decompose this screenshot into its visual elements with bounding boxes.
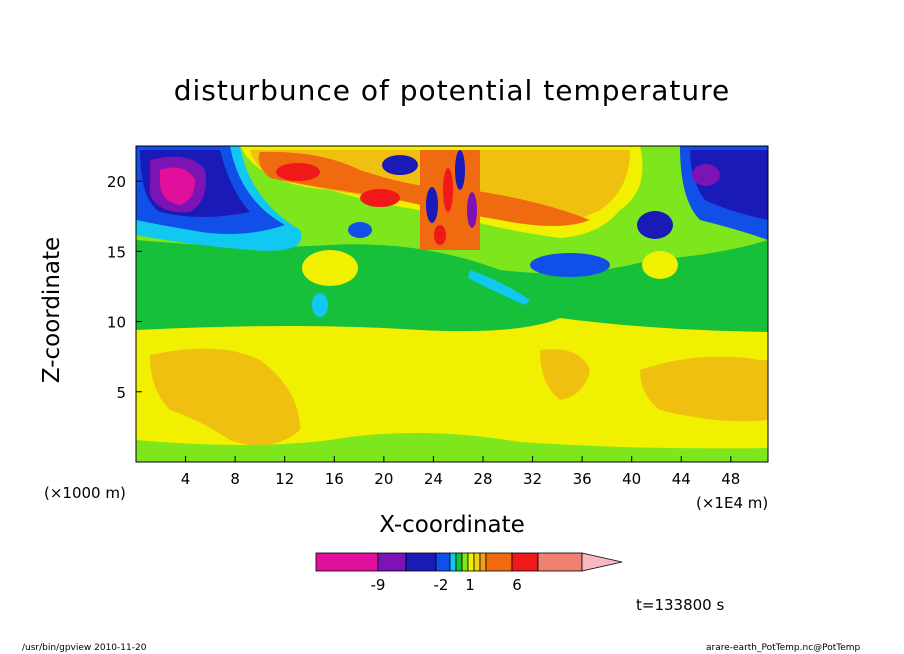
colorbar-arrow — [581, 552, 623, 572]
y-tick-label: 5 — [116, 384, 126, 402]
colorbar-swatch — [473, 552, 481, 572]
x-tick-label: 4 — [181, 470, 191, 488]
x-tick-label: 40 — [622, 470, 641, 488]
colorbar-tick-label: -2 — [434, 576, 449, 594]
field-turb-3 — [455, 150, 465, 190]
x-unit-left: (×1000 m) — [44, 484, 126, 502]
field-turb-5 — [434, 225, 446, 245]
colorbar-tick-label: 1 — [465, 576, 475, 594]
field-cyan-streak — [468, 270, 530, 305]
x-tick-label: 16 — [325, 470, 344, 488]
colorbar-swatch — [435, 552, 451, 572]
plot-area — [136, 146, 768, 462]
plot-frame — [135, 145, 769, 463]
field-orange-lower-right — [640, 356, 768, 422]
field-turb-4 — [467, 192, 477, 228]
x-tick-label: 44 — [672, 470, 691, 488]
field-purple-top-right — [692, 164, 720, 186]
y-tick-label: 15 — [107, 243, 126, 261]
x-tick-label: 12 — [275, 470, 294, 488]
x-tick-label: 48 — [721, 470, 740, 488]
colorbar: -9 -2 1 6 — [315, 552, 623, 594]
x-tick-label: 36 — [573, 470, 592, 488]
colorbar-swatch — [405, 552, 437, 572]
colorbar-swatch — [511, 552, 539, 572]
footer-left: /usr/bin/gpview 2010-11-20 — [22, 643, 147, 653]
colorbar-swatch — [537, 552, 583, 572]
y-axis-label: Z-coordinate — [39, 236, 65, 384]
y-tick-label: 10 — [107, 314, 126, 332]
field-cyan-blob — [312, 293, 328, 317]
field-lightgreen-bottom — [136, 432, 768, 462]
colorbar-swatch — [461, 552, 469, 572]
field-red-upper-left — [276, 163, 320, 181]
field-magenta-top-left — [160, 167, 195, 205]
field-yellow-blob-2 — [642, 251, 678, 279]
x-tick-label: 20 — [374, 470, 393, 488]
time-label: t=133800 s — [636, 596, 725, 614]
field-blue-upper-mid — [348, 222, 372, 238]
field-yellow-blob-1 — [302, 250, 358, 286]
field-turb-2 — [443, 168, 453, 212]
field-blue-streak-right — [530, 253, 610, 277]
field-red-upper-mid — [360, 189, 400, 207]
chart-title: disturbunce of potential temperature — [173, 74, 731, 107]
x-unit-right: (×1E4 m) — [696, 494, 769, 512]
colorbar-tick-label: 6 — [512, 576, 522, 594]
field-navy-upper-mid — [382, 155, 418, 175]
colorbar-tick-label: -9 — [371, 576, 386, 594]
colorbar-swatch — [479, 552, 487, 572]
field-orange-lower-mid — [540, 349, 590, 400]
colorbar-swatch — [455, 552, 463, 572]
colorbar-swatch — [449, 552, 457, 572]
x-tick-label: 28 — [473, 470, 492, 488]
y-tick-label: 20 — [107, 173, 126, 191]
x-axis-label: X-coordinate — [379, 512, 525, 538]
colorbar-swatch — [315, 552, 379, 572]
x-tick-label: 32 — [523, 470, 542, 488]
colorbar-swatch — [485, 552, 513, 572]
colorbar-swatch — [467, 552, 475, 572]
x-ticks: 4 8 12 16 20 24 28 32 36 40 44 48 — [181, 456, 740, 488]
field-orange-lower-left — [150, 348, 300, 446]
x-tick-label: 24 — [424, 470, 443, 488]
colorbar-swatch — [377, 552, 407, 572]
field-navy-mid-right — [637, 211, 673, 239]
x-tick-label: 8 — [230, 470, 240, 488]
footer-right: arare-earth_PotTemp.nc@PotTemp — [706, 643, 861, 653]
field-turb-1 — [426, 187, 438, 223]
y-ticks: 5 10 15 20 — [107, 173, 142, 402]
